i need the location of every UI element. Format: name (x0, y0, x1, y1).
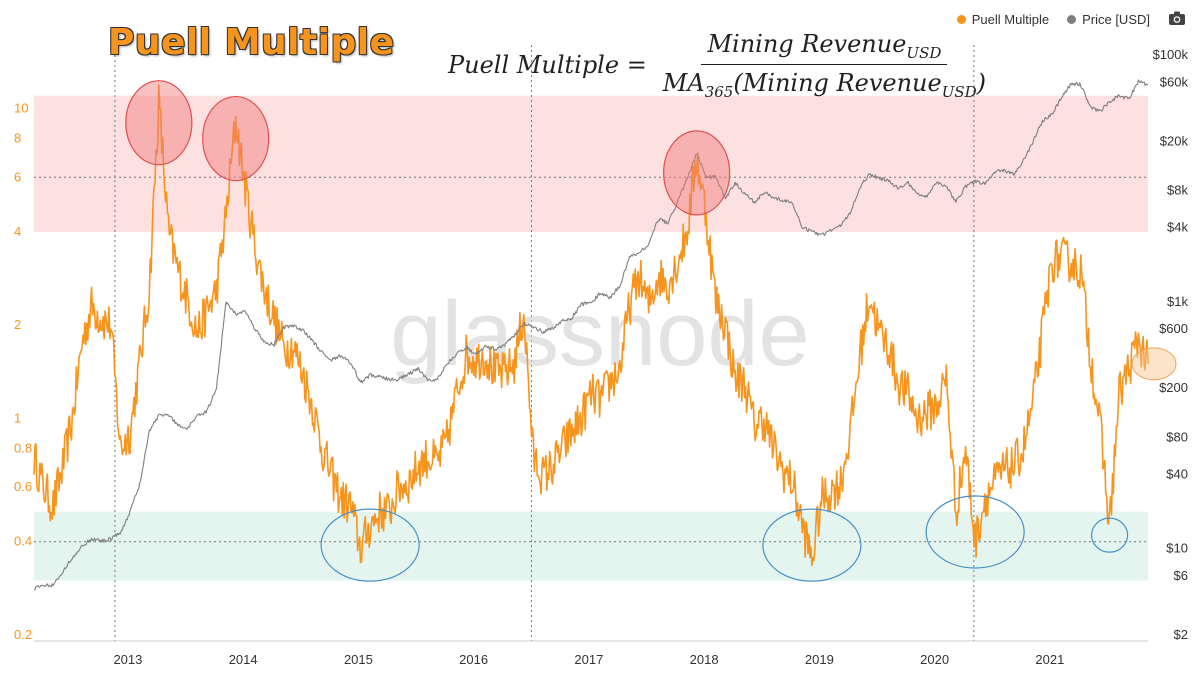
y-right-tick-$2: $2 (1174, 627, 1188, 642)
legend-item-price[interactable]: Price [USD] (1067, 12, 1150, 27)
denominator-end: ) (976, 68, 987, 97)
legend-label-price: Price [USD] (1082, 12, 1150, 27)
highlight-blue-circle-5 (925, 495, 1025, 569)
y-left-tick-0.4: 0.4 (14, 534, 32, 549)
x-tick-2017: 2017 (574, 652, 603, 667)
watermark-text: glassnode (390, 283, 809, 385)
legend-label-puell: Puell Multiple (971, 12, 1050, 27)
y-right-tick-$200: $200 (1159, 380, 1188, 395)
series-puell-multiple-line (33, 84, 1149, 567)
numerator-text: Mining Revenue (707, 30, 907, 58)
y-right-tick-$60k: $60k (1160, 74, 1189, 89)
x-tick-2020: 2020 (920, 652, 949, 667)
formula-numerator: Mining RevenueUSD (701, 30, 948, 65)
puell-formula: Puell Multiple = Mining RevenueUSD MA365… (448, 30, 992, 101)
y-left-tick-10: 10 (14, 101, 28, 116)
y-right-tick-$80: $80 (1166, 429, 1188, 444)
x-tick-2013: 2013 (113, 652, 142, 667)
chart-title: Puell Multiple (108, 22, 395, 63)
y-left-tick-0.2: 0.2 (14, 627, 32, 642)
highlight-blue-circle-6 (1090, 517, 1129, 553)
y-right-tick-$1k: $1k (1167, 294, 1188, 309)
formula-fraction: Mining RevenueUSD MA365(Mining RevenueUS… (657, 30, 992, 101)
highlight-red-circle-2 (663, 130, 731, 216)
y-right-tick-$8k: $8k (1167, 182, 1188, 197)
camera-icon[interactable] (1168, 10, 1186, 26)
denominator-text: MA (662, 68, 705, 97)
y-right-tick-$10: $10 (1166, 541, 1188, 556)
legend-dot-price (1067, 15, 1077, 24)
denominator-sub-365: 365 (704, 82, 734, 101)
highlight-blue-circle-4 (762, 508, 862, 582)
x-tick-2021: 2021 (1035, 652, 1064, 667)
highlight-red-circle-0 (125, 80, 193, 166)
y-left-tick-4: 4 (14, 224, 21, 239)
legend-dot-puell (956, 15, 966, 24)
y-right-tick-$40: $40 (1166, 466, 1188, 481)
highlight-red-circle-1 (202, 95, 270, 182)
y-left-tick-2: 2 (14, 317, 21, 332)
y-right-tick-$20k: $20k (1160, 133, 1189, 148)
y-left-tick-8: 8 (14, 131, 21, 146)
x-tick-2016: 2016 (459, 652, 488, 667)
y-left-tick-0.6: 0.6 (14, 479, 32, 494)
y-right-tick-$6: $6 (1174, 568, 1188, 583)
chart-legend: Puell Multiple Price [USD] (956, 12, 1150, 27)
formula-denominator: MA365(Mining RevenueUSD) (657, 65, 992, 101)
legend-item-puell[interactable]: Puell Multiple (956, 12, 1050, 27)
x-tick-2019: 2019 (805, 652, 834, 667)
y-right-tick-$100k: $100k (1153, 47, 1189, 62)
numerator-sub: USD (906, 43, 942, 62)
denominator-mid: (Mining Revenue (733, 68, 942, 97)
band-sell (34, 95, 1148, 232)
band-buy (34, 511, 1148, 581)
y-left-tick-1: 1 (14, 410, 21, 425)
x-tick-2018: 2018 (690, 652, 719, 667)
series-price-usd-line (34, 79, 1149, 591)
highlight-blue-circle-3 (320, 508, 420, 582)
y-left-tick-6: 6 (14, 169, 21, 184)
x-tick-2015: 2015 (344, 652, 373, 667)
denominator-sub-usd: USD (941, 82, 977, 101)
formula-lhs: Puell Multiple = (448, 51, 647, 80)
x-tick-2014: 2014 (229, 652, 258, 667)
y-left-tick-0.8: 0.8 (14, 440, 32, 455)
y-right-tick-$4k: $4k (1167, 220, 1188, 235)
highlight-orange-ellipse-7 (1131, 347, 1177, 381)
y-right-tick-$600: $600 (1159, 321, 1188, 336)
